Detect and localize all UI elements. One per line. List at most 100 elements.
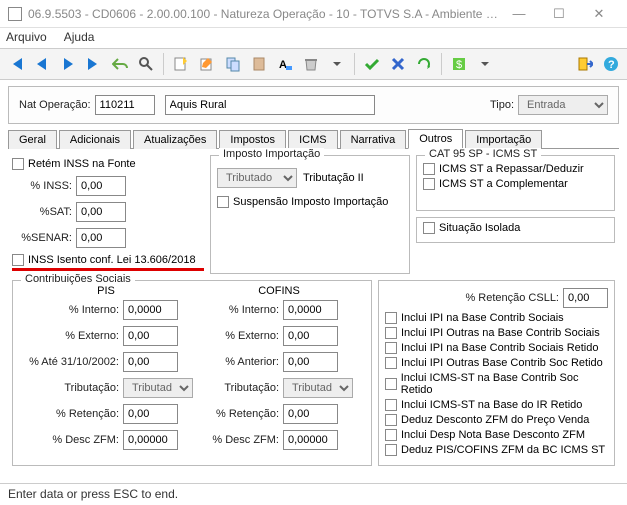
- cof-anterior-lbl: % Anterior:: [193, 356, 279, 368]
- c9-label: Deduz PIS/COFINS ZFM da BC ICMS ST: [401, 444, 605, 456]
- chk-c2[interactable]: [385, 327, 397, 339]
- cof-ret-lbl: % Retenção:: [193, 408, 279, 420]
- prev-icon[interactable]: [30, 52, 54, 76]
- tab-impostos[interactable]: Impostos: [219, 130, 286, 149]
- titlebar: 06.9.5503 - CD0606 - 2.00.00.100 - Natur…: [0, 0, 627, 28]
- tab-geral[interactable]: Geral: [8, 130, 57, 149]
- c8-label: Inclui Desp Nota Base Desconto ZFM: [401, 429, 585, 441]
- delete-icon[interactable]: [299, 52, 323, 76]
- font-icon[interactable]: A: [273, 52, 297, 76]
- pct-senar-label: %SENAR:: [12, 232, 72, 244]
- money-icon[interactable]: $: [447, 52, 471, 76]
- cof-externo-input[interactable]: [283, 326, 338, 346]
- pis-ate-input[interactable]: [123, 352, 178, 372]
- tributacao-ii-label: Tributação II: [303, 172, 364, 184]
- pis-externo-input[interactable]: [123, 326, 178, 346]
- cof-trib-select[interactable]: Tributado: [283, 378, 353, 398]
- cof-anterior-input[interactable]: [283, 352, 338, 372]
- pis-ret-input[interactable]: [123, 404, 178, 424]
- c7-label: Deduz Desconto ZFM do Preço Venda: [401, 414, 589, 426]
- cof-externo-lbl: % Externo:: [193, 330, 279, 342]
- tab-narrativa[interactable]: Narrativa: [340, 130, 407, 149]
- chk-c7[interactable]: [385, 414, 397, 426]
- tab-icms[interactable]: ICMS: [288, 130, 338, 149]
- edit-icon[interactable]: [195, 52, 219, 76]
- undo-icon[interactable]: [108, 52, 132, 76]
- help-icon[interactable]: ?: [599, 52, 623, 76]
- csll-input[interactable]: [563, 288, 608, 308]
- cof-interno-input[interactable]: [283, 300, 338, 320]
- next-icon[interactable]: [56, 52, 80, 76]
- menu-arquivo[interactable]: Arquivo: [6, 30, 47, 44]
- pct-sat-label: %SAT:: [12, 206, 72, 218]
- pis-trib-select[interactable]: Tributado: [123, 378, 193, 398]
- cof-desc-input[interactable]: [283, 430, 338, 450]
- nat-code-input[interactable]: [95, 95, 155, 115]
- cof-trib-lbl: Tributação:: [193, 382, 279, 394]
- pis-ret-lbl: % Retenção:: [19, 408, 119, 420]
- cof-ret-input[interactable]: [283, 404, 338, 424]
- nat-desc-input[interactable]: [165, 95, 375, 115]
- chk-c8[interactable]: [385, 429, 397, 441]
- chk-c9[interactable]: [385, 444, 397, 456]
- pct-senar-input[interactable]: [76, 228, 126, 248]
- cancel-icon[interactable]: [386, 52, 410, 76]
- cof-interno-lbl: % Interno:: [193, 304, 279, 316]
- paste-icon[interactable]: [247, 52, 271, 76]
- chk-repassar[interactable]: [423, 163, 435, 175]
- pis-interno-input[interactable]: [123, 300, 178, 320]
- pis-ate-lbl: % Até 31/10/2002:: [19, 356, 119, 368]
- chk-c3[interactable]: [385, 342, 397, 354]
- tab-adicionais[interactable]: Adicionais: [59, 130, 131, 149]
- confirm-icon[interactable]: [360, 52, 384, 76]
- tabstrip: Geral Adicionais Atualizações Impostos I…: [8, 128, 619, 149]
- situacao-label: Situação Isolada: [439, 222, 520, 234]
- inss-isento-label: INSS Isento conf. Lei 13.606/2018: [28, 254, 196, 266]
- chk-inss-isento[interactable]: [12, 254, 24, 266]
- imp-import-group: Imposto Importação: [219, 148, 324, 160]
- chk-situacao[interactable]: [423, 222, 435, 234]
- pis-trib-lbl: Tributação:: [19, 382, 119, 394]
- svg-text:A: A: [279, 59, 287, 71]
- chk-suspensao[interactable]: [217, 196, 229, 208]
- tab-outros[interactable]: Outros: [408, 129, 463, 149]
- contrib-group: Contribuições Sociais: [21, 273, 135, 285]
- chk-c1[interactable]: [385, 312, 397, 324]
- pis-header: PIS: [19, 285, 193, 297]
- copy-icon[interactable]: [221, 52, 245, 76]
- refresh-icon[interactable]: [412, 52, 436, 76]
- pct-sat-input[interactable]: [76, 202, 126, 222]
- chk-c5[interactable]: [385, 378, 397, 390]
- suspensao-label: Suspensão Imposto Importação: [233, 196, 388, 208]
- maximize-button[interactable]: ☐: [539, 2, 579, 26]
- c2-label: Inclui IPI Outras na Base Contrib Sociai…: [401, 327, 600, 339]
- pct-inss-input[interactable]: [76, 176, 126, 196]
- chk-c6[interactable]: [385, 399, 397, 411]
- tipo-select[interactable]: Entrada: [518, 95, 608, 115]
- pis-desc-input[interactable]: [123, 430, 178, 450]
- pct-inss-label: % INSS:: [12, 180, 72, 192]
- imp-tributado-select[interactable]: Tributado: [217, 168, 297, 188]
- csll-lbl: % Retenção CSLL:: [465, 292, 559, 304]
- tab-importacao[interactable]: Importação: [465, 130, 542, 149]
- new-icon[interactable]: [169, 52, 193, 76]
- tab-content: Retém INSS na Fonte % INSS: %SAT: %SENAR…: [8, 149, 619, 472]
- cof-desc-lbl: % Desc ZFM:: [193, 434, 279, 446]
- first-icon[interactable]: [4, 52, 28, 76]
- c4-label: Inclui IPI Outras Base Contrib Soc Retid…: [401, 357, 603, 369]
- chk-complementar[interactable]: [423, 178, 435, 190]
- tipo-label: Tipo:: [490, 99, 514, 111]
- last-icon[interactable]: [82, 52, 106, 76]
- dropdown2-icon[interactable]: [473, 52, 497, 76]
- tab-atualizacoes[interactable]: Atualizações: [133, 130, 217, 149]
- chk-retem-inss[interactable]: [12, 158, 24, 170]
- dropdown-icon[interactable]: [325, 52, 349, 76]
- menu-ajuda[interactable]: Ajuda: [64, 30, 95, 44]
- minimize-button[interactable]: —: [499, 2, 539, 26]
- exit-icon[interactable]: [573, 52, 597, 76]
- cat95-group: CAT 95 SP - ICMS ST: [425, 148, 541, 160]
- chk-c4[interactable]: [385, 357, 397, 369]
- close-button[interactable]: ✕: [579, 2, 619, 26]
- search-icon[interactable]: [134, 52, 158, 76]
- svg-text:$: $: [456, 59, 462, 71]
